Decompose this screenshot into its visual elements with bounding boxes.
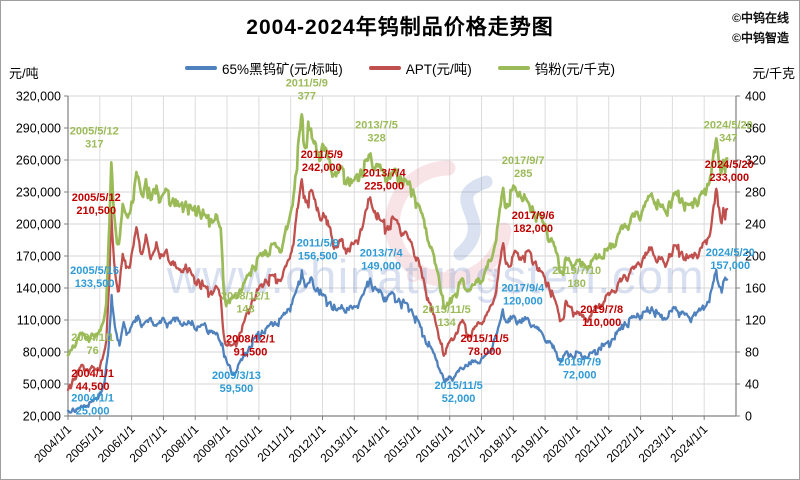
annotation-label: 2011/5/9 [297,237,339,249]
annotation-label: 2017/9/7 [502,155,545,167]
right-tick-label: 40 [745,378,759,392]
annotation-label: 225,000 [364,180,404,192]
annotation-label: 2013/7/4 [360,247,404,259]
annotation-label: 2019/7/8 [580,304,623,316]
legend-swatch-green [497,66,530,70]
annotation-label: 2013/7/5 [355,120,398,132]
right-tick-label: 120 [745,314,766,328]
right-tick-label: 320 [745,154,766,168]
annotation-label: 2008/12/1 [226,334,275,346]
legend-swatch-blue [184,66,217,70]
annotation-label: 134 [437,317,456,329]
annotation-label: 2005/5/12 [70,125,119,137]
left-tick-label: 230,000 [16,186,61,200]
annotation-label: 2015/11/5 [460,333,508,345]
annotation-label: 156,500 [298,250,338,262]
annotation-label: 25,000 [76,406,110,418]
annotation-label: 210,500 [76,205,116,217]
right-tick-label: 160 [745,282,766,296]
right-tick-label: 240 [745,218,766,232]
annotation-label: 2009/3/13 [212,370,261,382]
annotation-label: 2008/12/1 [221,291,270,303]
annotation-label: 2024/5/20 [706,247,755,259]
annotation-label: 233,000 [709,172,749,184]
left-tick-label: 320,000 [16,90,61,104]
right-tick-label: 0 [745,410,752,424]
annotation-label: 2024/5/20 [705,159,754,171]
credit-line-2: ©中钨智造 [732,30,789,45]
annotation-label: 2005/5/16 [70,265,119,277]
annotation-label: 110,000 [582,317,621,329]
right-tick-label: 200 [745,250,766,264]
left-axis-unit: 元/吨 [9,66,39,81]
annotation-label: 120,000 [503,295,543,307]
left-tick-label: 50,000 [23,378,61,392]
annotation-label: 157,000 [710,260,750,272]
annotation-label: 2015/11/5 [434,380,482,392]
annotation-label: 133,500 [75,278,115,290]
annotation-label: 2017/9/4 [501,282,545,294]
legend: 65%黑钨矿(元/标吨) APT(元/吨) 钨粉(元/千克) [1,58,799,78]
annotation-label: 347 [719,132,737,144]
annotation-label: 2004/1/1 [71,368,114,380]
annotation-label: 44,500 [76,381,110,393]
annotation-label: 2013/7/4 [363,167,407,179]
annotation-label: 2004/1/1 [71,393,114,405]
annotation-label: 149,000 [361,260,401,272]
series-line-1 [66,178,729,392]
annotation-label: 182,000 [513,223,553,235]
left-tick-label: 110,000 [17,314,61,328]
left-tick-label: 20,000 [23,410,61,424]
annotation-label: 180 [568,278,586,290]
left-tick-label: 260,000 [16,154,61,168]
annotation-label: 242,000 [302,162,342,174]
legend-swatch-red [368,66,401,70]
legend-label: 65%黑钨矿(元/标吨) [221,62,343,77]
right-tick-label: 360 [745,122,766,136]
legend-item-tungsten-powder: 钨粉(元/千克) [497,58,615,78]
annotation-label: 72,000 [563,370,597,382]
annotation-label: 78,000 [468,346,502,358]
right-tick-label: 80 [745,346,759,360]
annotation-label: 59,500 [220,383,254,395]
annotation-label: 2005/5/12 [72,192,121,204]
credits: ©中钨在线 ©中钨智造 [732,9,789,49]
annotation-label: 52,000 [442,393,476,405]
annotation-label: 2004/1/1 [71,332,114,344]
annotation-label: 377 [298,90,316,102]
credit-line-1: ©中钨在线 [732,11,789,25]
left-tick-label: 140,000 [16,282,61,296]
annotation-label: 2015/11/5 [422,304,470,316]
series-line-0 [66,268,729,414]
right-axis-unit: 元/千克 [752,66,795,81]
annotation-label: 328 [367,133,385,145]
chart-title: 2004-2024年钨制品价格走势图 [246,16,554,39]
annotation-label: 91,500 [234,347,268,359]
annotation-label: 2011/5/9 [301,149,343,161]
left-tick-label: 290,000 [16,122,61,136]
annotation-label: 2019/7/10 [552,265,601,277]
annotation-label: 2011/5/9 [286,77,328,89]
legend-label: APT(元/吨) [405,62,472,77]
annotation-label: 2017/9/6 [512,210,555,222]
annotation-label: 148 [236,304,254,316]
annotation-label: 2024/5/20 [704,119,753,131]
legend-item-black-tungsten-ore: 65%黑钨矿(元/标吨) [184,58,343,78]
annotation-label: 285 [514,168,532,180]
left-tick-label: 80,000 [23,346,61,360]
annotation-label: 2019/7/9 [558,357,601,369]
annotation-label: 317 [85,138,103,150]
series-line-2 [66,113,729,357]
legend-item-apt: APT(元/吨) [368,58,472,78]
right-tick-label: 400 [745,90,766,104]
annotation-label: 76 [87,345,99,357]
right-tick-label: 280 [745,186,766,200]
legend-label: 钨粉(元/千克) [534,62,615,77]
left-tick-label: 200,000 [16,218,61,232]
left-tick-label: 170,000 [16,250,61,264]
